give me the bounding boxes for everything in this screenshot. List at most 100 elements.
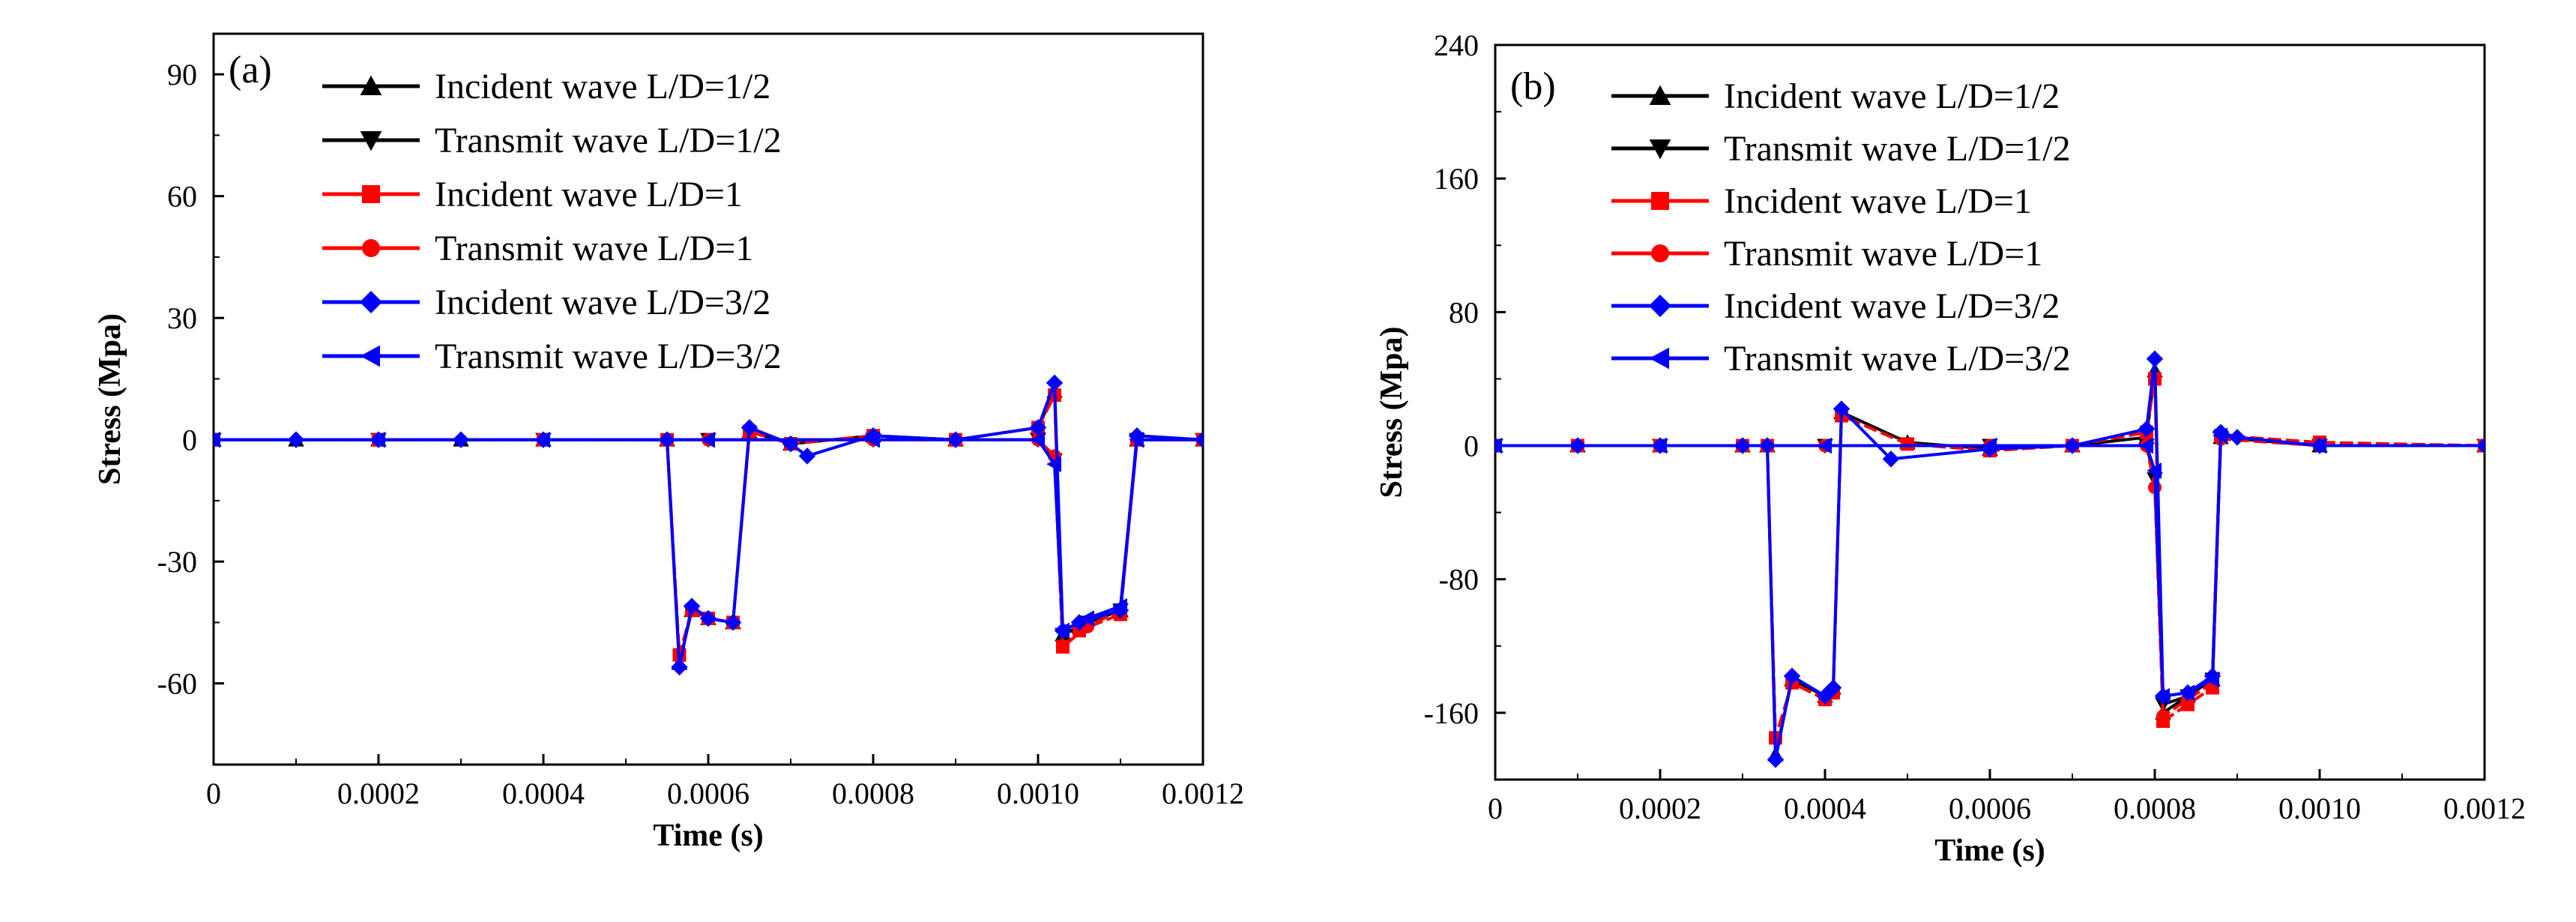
panel-label: (a) [229,49,272,91]
data-point [1029,419,1047,436]
x-tick-label: 0.0008 [2114,792,2196,825]
legend-marker [360,291,382,313]
legend-marker [1649,347,1669,370]
y-tick-label: 60 [167,180,197,214]
data-point [2212,427,2227,444]
y-tick-label: 0 [182,424,197,457]
legend-entry: Transmit wave L/D=3/2 [435,337,782,376]
legend-entry: Incident wave L/D=3/2 [1724,286,2060,326]
x-tick-label: 0 [206,777,221,810]
data-point [2180,684,2195,701]
legend-entry: Incident wave L/D=3/2 [435,283,770,322]
data-point [2147,462,2162,479]
data-point [1833,400,1850,418]
legend: Incident wave L/D=1/2 Transmit wave L/D=1… [322,67,782,376]
data-point [2476,441,2485,451]
legend-entry: Transmit wave L/D=1/2 [1724,129,2071,169]
y-tick-label: 30 [167,301,197,335]
x-tick-label: 0.0002 [337,777,420,810]
data-point [1495,437,1502,454]
series-line-6 [214,438,1203,633]
y-tick-label: -30 [157,545,197,579]
data-point [2311,437,2326,454]
data-point [699,609,717,627]
x-tick-label: 0.0006 [1949,792,2031,825]
legend-marker [1649,295,1671,317]
x-tick-label: 0.0008 [832,777,914,810]
data-point [683,597,701,615]
legend-entry: Transmit wave L/D=1/2 [435,121,782,160]
data-point [1079,610,1094,627]
x-tick-label: 0.0010 [997,777,1079,810]
y-tick-label: 240 [1434,28,1479,62]
x-tick-label: 0.0004 [502,777,585,810]
data-point [1055,622,1070,639]
data-point [1056,639,1070,654]
plot-area [1495,350,2485,768]
y-tick-label: 80 [1449,295,1479,329]
data-point [865,431,880,448]
y-axis-title: Stress (Mpa) [1375,326,1409,498]
legend-entry: Incident wave L/D=1/2 [1724,76,2060,116]
y-tick-label: 90 [167,58,197,91]
legend-marker [1649,85,1671,105]
data-point [535,431,550,448]
legend-entry: Incident wave L/D=1/2 [435,67,770,106]
data-point [1982,437,1997,454]
data-point [2155,687,2170,705]
data-point [1112,597,1127,615]
legend-marker [1651,244,1669,262]
legend-entry: Incident wave L/D=1 [435,175,743,214]
legend: Incident wave L/D=1/2 Transmit wave L/D=1… [1611,76,2071,379]
data-point [2138,421,2156,438]
x-tick-label: 0 [1488,792,1503,825]
data-point [1046,374,1064,392]
data-point [2204,671,2219,688]
legend-marker [360,345,380,367]
data-point [1195,435,1203,445]
y-tick-label: -160 [1424,696,1479,730]
x-tick-label: 0.0006 [667,777,749,810]
data-point [724,614,742,631]
x-tick-label: 0.0004 [1784,792,1866,825]
data-point [1129,431,1144,448]
y-tick-label: 0 [1464,430,1479,463]
y-tick-label: -60 [157,667,197,701]
data-point [700,431,715,448]
data-point [740,419,758,436]
x-tick-label: 0.0010 [2278,792,2361,825]
y-tick-label: 160 [1434,162,1479,196]
data-point [2146,350,2164,367]
data-point [1030,431,1045,448]
x-tick-label: 0.0012 [2443,792,2526,825]
data-point [1652,437,1667,454]
chart-a: 0 0.0002 0.0004 0.0006 0.0008 0.0010 0.0012 90 6… [93,32,1244,853]
y-tick-label: -80 [1439,563,1479,597]
x-tick-label: 0.0012 [1162,777,1244,810]
x-axis-title: Time (s) [1934,834,2045,868]
panel-label: (b) [1510,65,1556,108]
data-point [1046,456,1061,472]
data-point [1901,437,1914,451]
legend-entry: Transmit wave L/D=1 [1724,234,2042,274]
legend-marker [362,239,380,257]
data-point [1783,667,1801,685]
legend-entry: Transmit wave L/D=3/2 [1724,339,2071,379]
data-point [1767,751,1785,768]
legend-marker [362,185,380,203]
legend-marker [360,75,382,95]
series-line-6 [1495,434,2485,698]
data-point [2156,709,2170,723]
data-point [1817,437,1832,454]
legend-entry: Transmit wave L/D=1 [435,229,753,268]
legend-marker [360,131,382,151]
data-point [214,431,220,448]
data-point [2138,437,2153,454]
data-point [1882,451,1900,468]
chart-b: 0 0.0002 0.0004 0.0006 0.0008 0.0010 0.0012 240… [1375,28,2526,868]
data-point [798,448,816,465]
legend-marker [1649,139,1671,160]
x-tick-label: 0.0002 [1619,792,1701,825]
x-axis-title: Time (s) [653,819,763,853]
